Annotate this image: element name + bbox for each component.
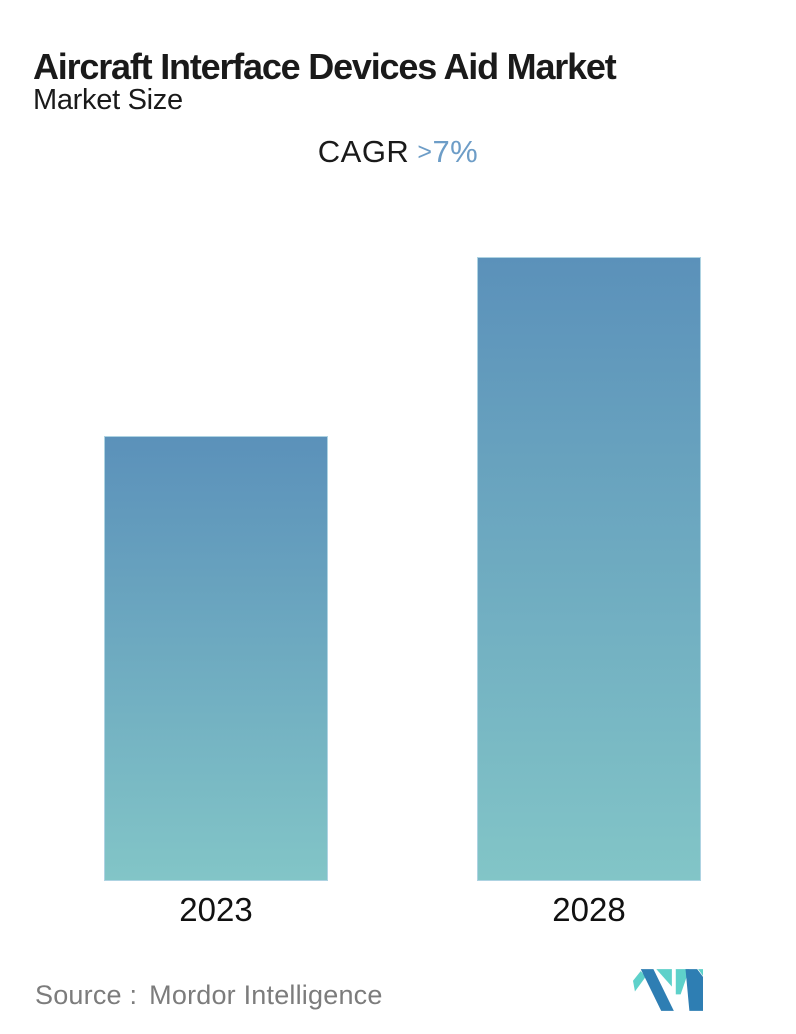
- logo-blue-right-stroke: [685, 969, 703, 1011]
- source-name: Mordor Intelligence: [149, 980, 383, 1010]
- source-label: Source :: [35, 980, 138, 1010]
- x-axis-labels: 2023 2028: [104, 891, 701, 929]
- chart-title: Aircraft Interface Devices Aid Market: [33, 46, 617, 88]
- bar-2023: [104, 436, 328, 881]
- bar-2028: [477, 257, 701, 881]
- cagr-label: CAGR: [317, 134, 410, 169]
- logo-teal-right-triangle: [675, 969, 690, 995]
- logo-teal-wedge: [633, 971, 646, 992]
- bar-plot-area: [104, 257, 701, 881]
- chart-subtitle: Market Size: [33, 84, 183, 116]
- logo-blue-left-stroke: [640, 969, 674, 1011]
- cagr-value: 7%: [432, 134, 479, 169]
- cagr-annotation: CAGR >7%: [0, 134, 796, 170]
- x-axis-label-2028: 2028: [552, 891, 626, 928]
- cagr-greater-than-sign: >: [417, 138, 433, 166]
- source-attribution: Source : Mordor Intelligence: [35, 980, 383, 1011]
- x-axis-label-2023: 2023: [179, 891, 253, 928]
- mordor-intelligence-logo: [633, 969, 703, 1011]
